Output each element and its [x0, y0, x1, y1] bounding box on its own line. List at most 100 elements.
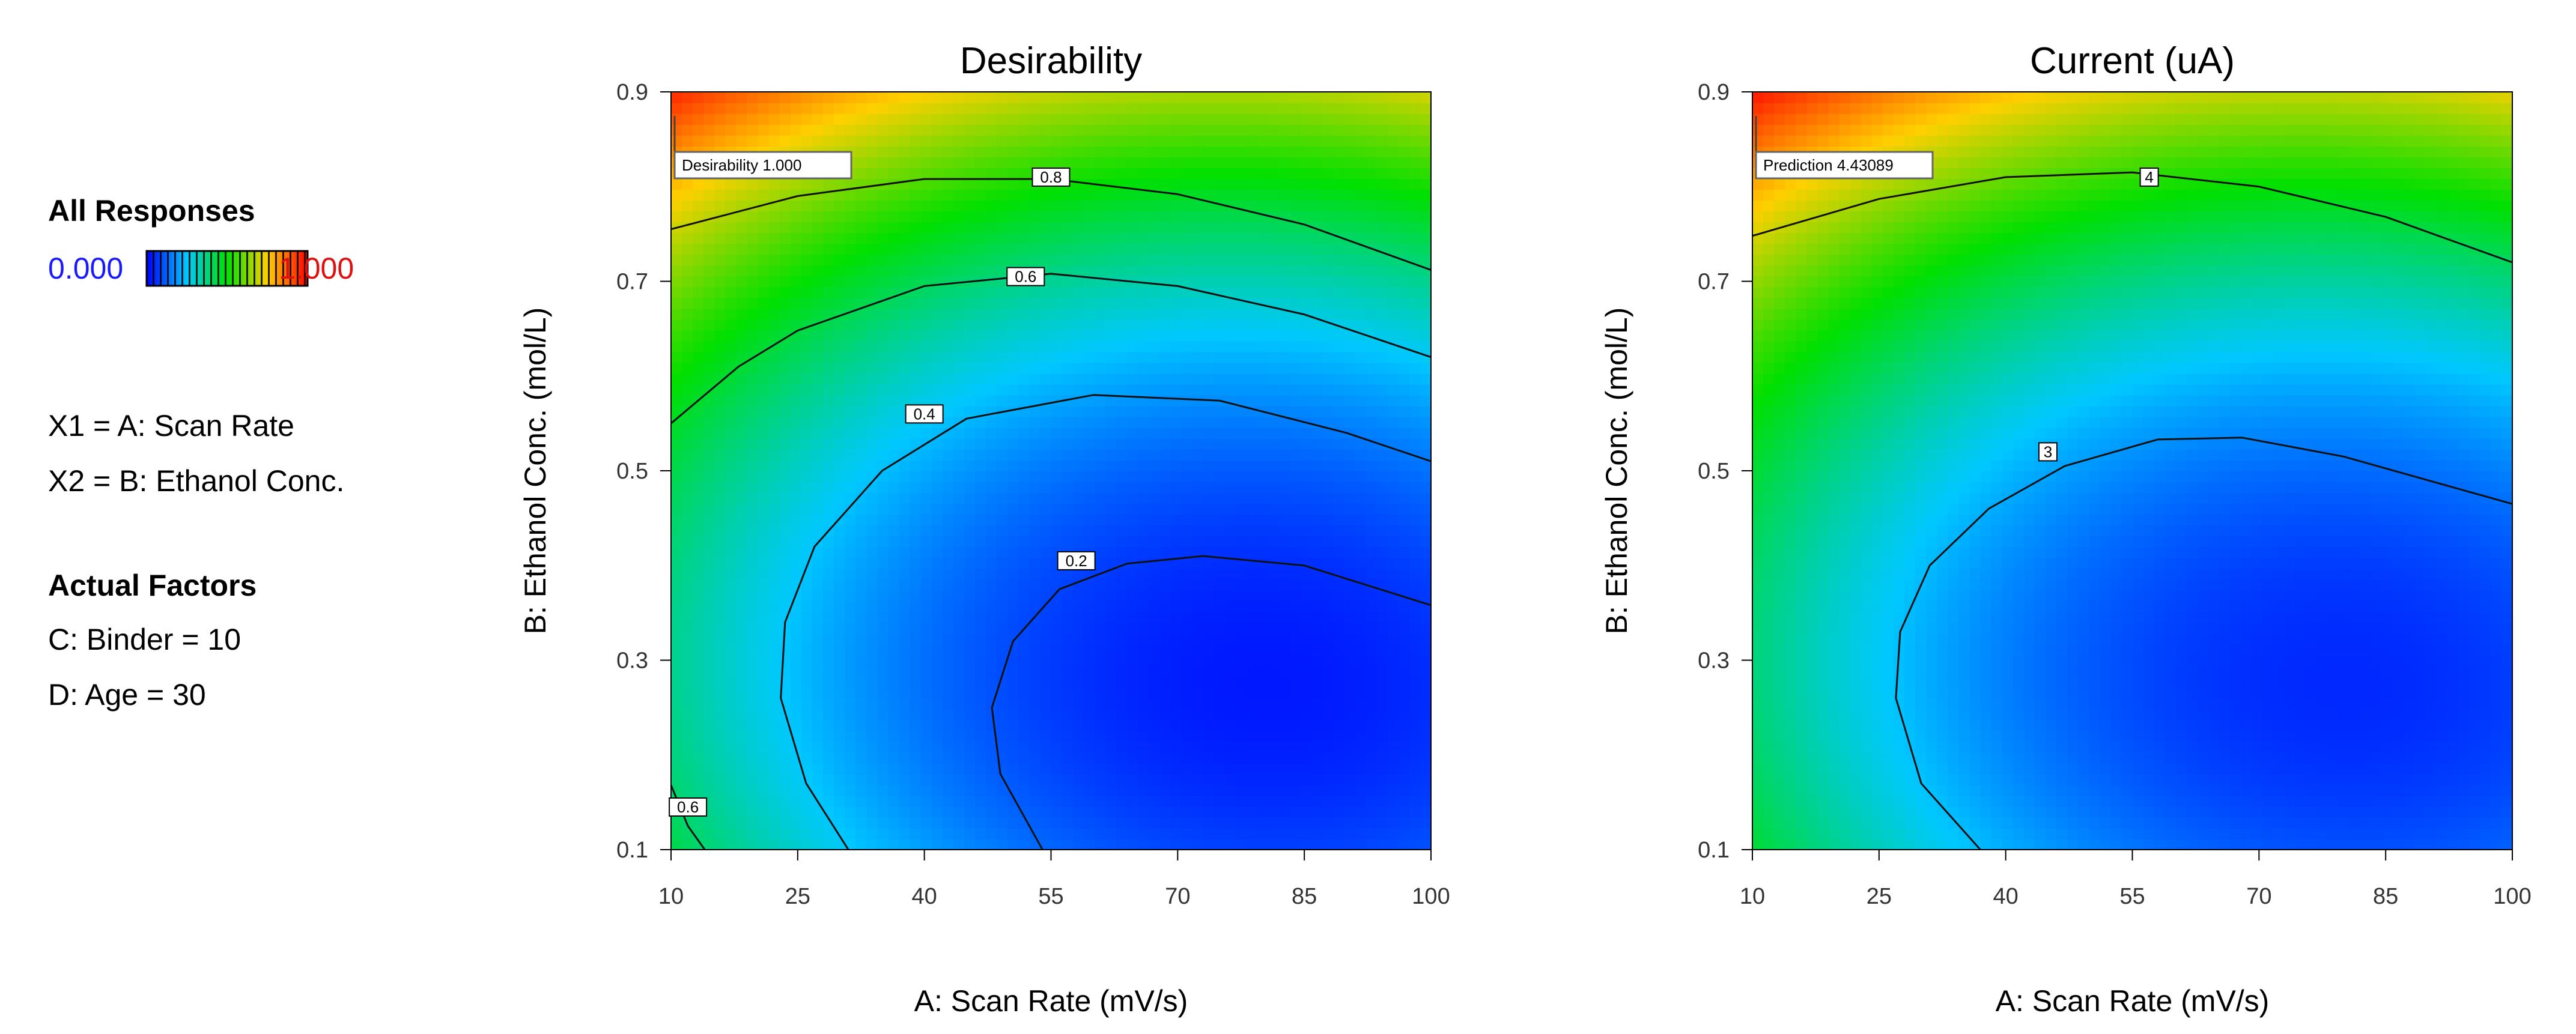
heatmap-cell [1105, 611, 1117, 623]
heatmap-cell [1083, 351, 1095, 363]
heatmap-cell [1062, 719, 1074, 731]
heatmap-cell [1398, 135, 1410, 147]
heatmap-cell [834, 211, 845, 223]
heatmap-cell [1181, 676, 1193, 688]
heatmap-cell [1355, 676, 1367, 688]
heatmap-cell [1192, 536, 1204, 547]
heatmap-cell [714, 590, 726, 602]
heatmap-cell [1355, 719, 1367, 731]
heatmap-cell [1062, 817, 1074, 829]
heatmap-cell [1409, 536, 1421, 547]
heatmap-cell [1301, 459, 1313, 471]
heatmap-cell [1420, 590, 1432, 602]
heatmap-cell [1387, 546, 1399, 558]
heatmap-cell [942, 286, 954, 298]
heatmap-cell [899, 827, 911, 839]
heatmap-cell [1333, 806, 1345, 818]
heatmap-cell [1051, 211, 1063, 223]
heatmap-cell [1159, 514, 1171, 525]
heatmap-cell [1268, 189, 1280, 201]
heatmap-cell [1344, 709, 1356, 721]
heatmap-cell [725, 568, 737, 580]
heatmap-cell [1203, 611, 1215, 623]
heatmap-cell [1398, 211, 1410, 223]
heatmap-cell [1344, 838, 1356, 850]
heatmap-cell [693, 265, 705, 277]
heatmap-cell [942, 655, 954, 667]
heatmap-cell [1007, 351, 1019, 363]
heatmap-cell [931, 763, 943, 775]
heatmap-cell [1018, 838, 1030, 850]
heatmap-cell [1246, 438, 1258, 450]
heatmap-cell [834, 449, 845, 461]
heatmap-cell [1322, 427, 1334, 439]
heatmap-cell [888, 103, 900, 114]
heatmap-cell [1105, 189, 1117, 201]
heatmap-cell [747, 286, 759, 298]
heatmap-cell [747, 719, 759, 731]
heatmap-cell [1420, 514, 1432, 525]
heatmap-cell [790, 698, 802, 710]
heatmap-cell [823, 351, 834, 363]
heatmap-cell [1290, 471, 1301, 482]
heatmap-cell [1301, 817, 1313, 829]
heatmap-cell [1279, 286, 1290, 298]
heatmap-cell [1333, 763, 1345, 775]
heatmap-cell [834, 459, 845, 471]
heatmap-cell [823, 384, 834, 396]
heatmap-cell [1355, 286, 1367, 298]
heatmap-cell [703, 773, 715, 785]
heatmap-cell [779, 579, 791, 591]
heatmap-cell [1235, 817, 1247, 829]
heatmap-cell [1094, 265, 1106, 277]
heatmap-cell [920, 308, 932, 320]
heatmap-cell [747, 546, 759, 558]
heatmap-cell [1203, 178, 1215, 190]
heatmap-cell [714, 633, 726, 645]
heatmap-cell [1420, 362, 1432, 374]
heatmap-cell [1203, 514, 1215, 525]
heatmap-cell [1051, 590, 1063, 602]
heatmap-cell [1040, 92, 1052, 103]
heatmap-cell [1159, 222, 1171, 234]
heatmap-cell [1224, 655, 1236, 667]
heatmap-cell [942, 579, 954, 591]
heatmap-cell [997, 633, 1009, 645]
heatmap-cell [1246, 232, 1258, 244]
heatmap-cell [1192, 373, 1204, 385]
heatmap-cell [747, 741, 759, 753]
heatmap-cell [758, 546, 770, 558]
heatmap-cell [1072, 514, 1084, 525]
heatmap-cell [823, 373, 834, 385]
heatmap-cell [823, 579, 834, 591]
heatmap-cell [736, 135, 748, 147]
heatmap-cell [1149, 113, 1161, 125]
contour-line-0.4 [780, 394, 1431, 850]
heatmap-cell [1290, 351, 1301, 363]
heatmap-cell [1333, 351, 1345, 363]
heatmap-cell [975, 525, 986, 536]
heatmap-cell [1409, 438, 1421, 450]
x-tick-label: 85 [1292, 884, 1317, 909]
heatmap-cell [682, 773, 693, 785]
heatmap-cell [953, 449, 965, 461]
heatmap-cell [682, 730, 693, 742]
heatmap-cell [736, 459, 748, 471]
heatmap-cell [1257, 817, 1269, 829]
heatmap-cell [942, 557, 954, 569]
heatmap-cell [1290, 817, 1301, 829]
heatmap-cell [953, 395, 965, 407]
heatmap-cell [1311, 103, 1323, 114]
heatmap-cell [1322, 157, 1334, 168]
heatmap-cell [725, 286, 737, 298]
heatmap-cell [1062, 308, 1074, 320]
heatmap-cell [747, 438, 759, 450]
heatmap-cell [1018, 351, 1030, 363]
heatmap-cell [1290, 644, 1301, 656]
heatmap-cell [1246, 665, 1258, 677]
heatmap-cell [1138, 763, 1149, 775]
heatmap-cell [953, 384, 965, 396]
heatmap-cell [1279, 665, 1290, 677]
heatmap-cell [1007, 568, 1019, 580]
heatmap-cell [1301, 568, 1313, 580]
